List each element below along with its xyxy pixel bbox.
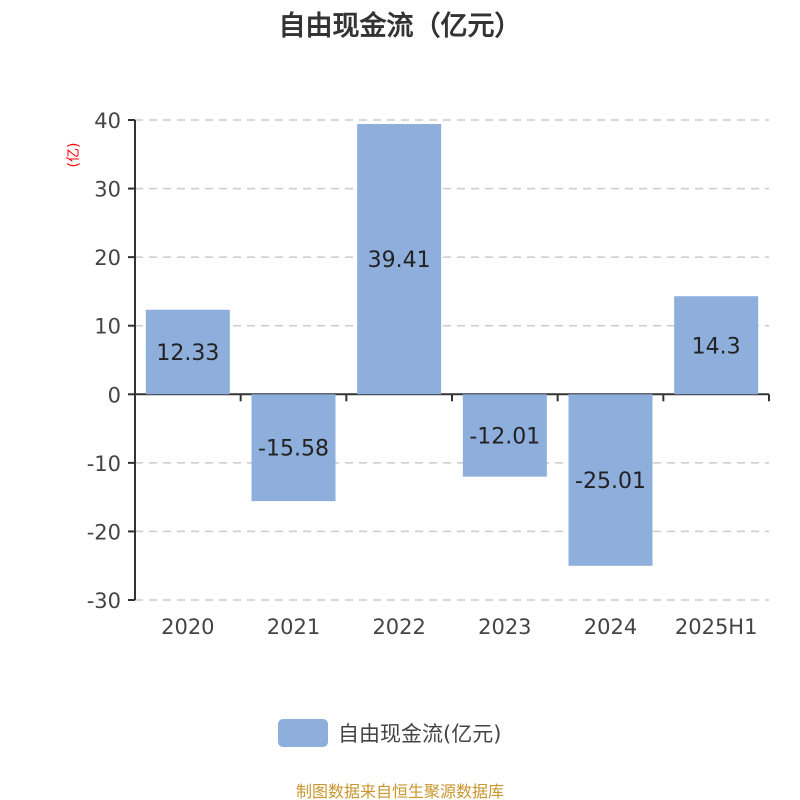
legend[interactable]: 自由现金流(亿元) [278,718,501,748]
bar [145,309,230,395]
y-tick-label: 30 [94,178,121,202]
x-tick-label: 2023 [478,615,531,639]
bar [251,394,336,502]
x-tick-label: 2021 [267,615,320,639]
legend-label: 自由现金流(亿元) [338,722,502,746]
x-tick-label: 2022 [372,615,425,639]
source-note: 制图数据来自恒生聚源数据库 [295,782,504,800]
bar [674,296,759,395]
bar [462,394,547,477]
y-tick-label: 0 [108,383,121,407]
data-label: 39.41 [368,248,431,273]
data-label: -25.01 [575,469,646,494]
x-tick-label: 2020 [161,615,214,639]
x-tick-label: 2024 [584,615,637,639]
y-tick-label: -20 [87,520,121,544]
data-label: -15.58 [258,437,329,462]
bar [568,394,653,566]
y-axis-label: (亿) [66,143,82,168]
legend-swatch [278,719,328,747]
data-label: -12.01 [469,424,540,449]
y-tick-label: 10 [94,315,121,339]
bar [357,124,442,395]
y-tick-label: 40 [94,109,121,133]
chart-title: 自由现金流（亿元） [278,11,522,42]
data-label: 12.33 [156,341,219,366]
data-label: 14.3 [692,334,741,359]
x-tick-label: 2025H1 [675,615,758,639]
y-tick-label: -10 [87,452,121,476]
y-tick-label: -30 [87,589,121,613]
y-tick-label: 20 [94,246,121,270]
